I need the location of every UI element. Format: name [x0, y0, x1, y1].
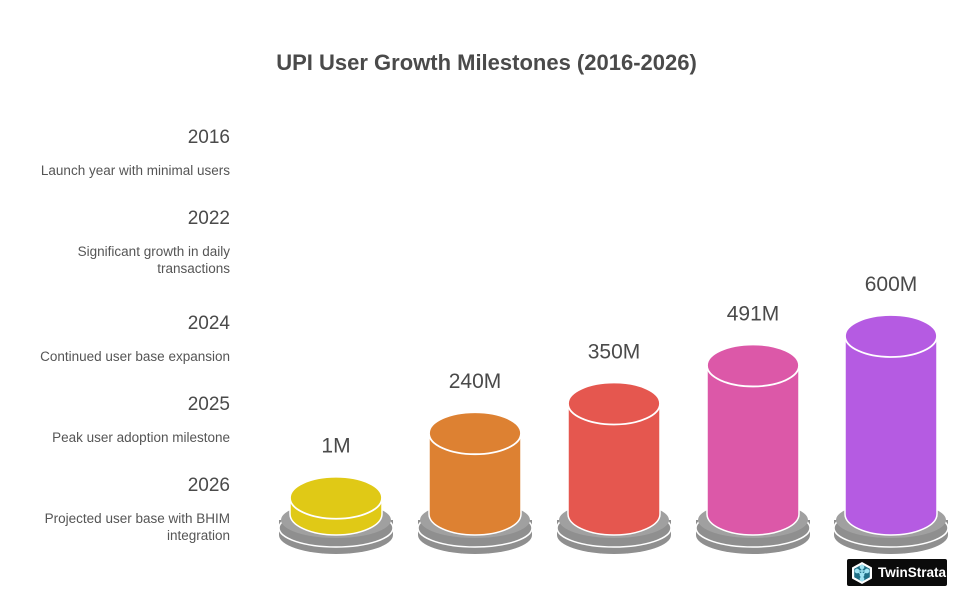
- milestone-item: 2025 Peak user adoption milestone: [20, 394, 230, 446]
- milestone-year: 2024: [187, 313, 230, 334]
- milestone-item: 2022 Significant growth in daily transact…: [55, 208, 230, 277]
- cylinder-bar: 1M: [278, 435, 394, 554]
- data-label: 600M: [865, 273, 918, 296]
- milestone-item: 2016 Launch year with minimal users: [20, 127, 230, 179]
- cylinder-top: [428, 411, 522, 456]
- network-hexagon-icon: [852, 561, 872, 584]
- data-label: 350M: [588, 341, 641, 364]
- chart-title: UPI User Growth Milestones (2016-2026): [276, 50, 697, 75]
- cylinder-body: [706, 364, 800, 536]
- milestone-year: 2022: [187, 208, 230, 229]
- cylinder-bar: 491M: [695, 302, 811, 554]
- cylinder-top: [289, 475, 383, 520]
- milestone-item: 2026 Projected user base with BHIM integr…: [25, 475, 230, 544]
- data-label: 240M: [449, 370, 502, 393]
- cylinder-bar: 350M: [556, 341, 672, 554]
- cylinder-top: [567, 381, 661, 426]
- cylinder-bar: 240M: [417, 370, 533, 554]
- milestone-description: Significant growth in daily transactions: [77, 244, 230, 276]
- cylinder-top: [844, 314, 938, 358]
- cylinder-body: [567, 402, 661, 536]
- milestone-description: Launch year with minimal users: [40, 163, 230, 178]
- cylinder-body: [844, 335, 938, 536]
- brand-badge[interactable]: TwinStrata: [847, 559, 947, 586]
- brand-name: TwinStrata: [878, 565, 947, 580]
- milestone-year: 2026: [187, 475, 230, 496]
- milestone-description: Peak user adoption milestone: [52, 430, 230, 445]
- milestone-description: Projected user base with BHIM integratio…: [44, 511, 230, 543]
- cylinder-body: [428, 432, 522, 536]
- milestone-description: Continued user base expansion: [40, 349, 230, 364]
- cylinder-bar: 600M: [833, 273, 949, 554]
- milestone-item: 2024 Continued user base expansion: [20, 313, 230, 365]
- cylinder-top: [706, 343, 800, 388]
- milestone-year: 2025: [187, 394, 230, 415]
- data-label: 1M: [321, 435, 350, 458]
- milestone-year: 2016: [187, 127, 230, 148]
- data-label: 491M: [727, 302, 780, 325]
